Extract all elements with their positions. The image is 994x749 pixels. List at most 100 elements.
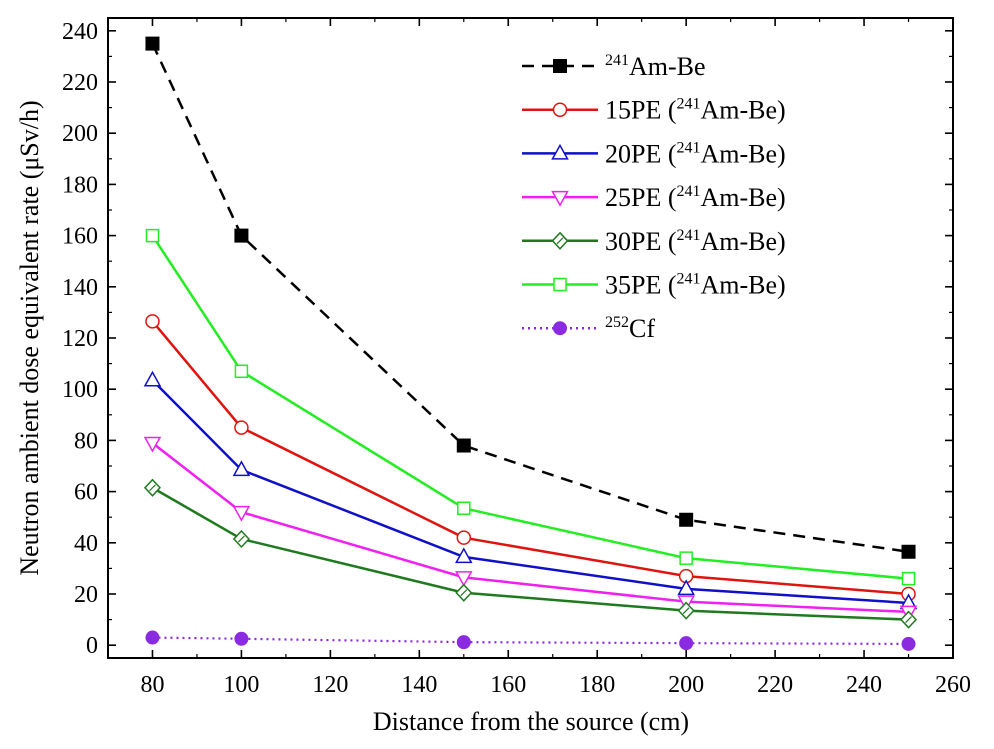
- legend-marker: [551, 190, 569, 207]
- legend-marker: [553, 321, 567, 336]
- data-point: [901, 571, 916, 586]
- legend: 241Am-Be 15PE (241Am-Be) 20PE (241Am-Be) 25…: [522, 52, 786, 343]
- legend-item: 30PE (241Am-Be): [522, 227, 786, 256]
- axis-ticks: 80 100 120 140 160 180 200 220 240 260 0 20 40 60 80 10…: [62, 18, 971, 698]
- series-line: [152, 636, 909, 646]
- data-point: [901, 544, 916, 559]
- diamond-slash: [682, 607, 690, 615]
- legend-item: 25PE (241Am-Be): [522, 183, 786, 212]
- y-tick-label: 140: [62, 275, 98, 301]
- x-tick-label: 160: [490, 672, 526, 698]
- data-series: [143, 36, 918, 651]
- legend-item: 241Am-Be: [522, 52, 706, 81]
- data-point: [455, 547, 473, 564]
- diamond-slash: [149, 484, 156, 492]
- legend-marker: [551, 143, 569, 160]
- data-point: [456, 438, 471, 453]
- x-tick-label: 80: [140, 672, 164, 698]
- legend-label: 35PE (241Am-Be): [605, 271, 786, 300]
- legend-marker: [552, 102, 568, 117]
- y-tick-label: 180: [62, 172, 98, 198]
- series-6: [145, 630, 916, 651]
- y-tick-label: 60: [74, 480, 98, 506]
- legend-label: 25PE (241Am-Be): [605, 183, 786, 212]
- x-axis-title: Distance from the source (cm): [373, 707, 689, 736]
- data-point: [679, 512, 694, 527]
- data-point: [234, 228, 249, 243]
- legend-label: 30PE (241Am-Be): [605, 227, 786, 256]
- data-point: [677, 601, 695, 620]
- legend-label: 15PE (241Am-Be): [605, 96, 786, 125]
- y-tick-label: 0: [86, 633, 98, 659]
- diamond-slash: [460, 589, 468, 597]
- x-tick-label: 260: [935, 672, 971, 698]
- plot-frame: [107, 17, 954, 659]
- data-point: [234, 364, 249, 379]
- data-point: [143, 370, 162, 387]
- series-line: [151, 486, 909, 621]
- y-tick-label: 100: [62, 377, 98, 403]
- data-point: [232, 460, 251, 477]
- data-point: [901, 636, 916, 651]
- series-line: [151, 379, 909, 605]
- data-point: [455, 583, 473, 602]
- x-tick-label: 180: [579, 672, 615, 698]
- data-point: [234, 420, 249, 435]
- data-point: [232, 529, 250, 549]
- x-tick-label: 200: [668, 672, 704, 698]
- data-point: [899, 610, 918, 629]
- x-tick-label: 120: [312, 672, 348, 698]
- series-line: [151, 43, 909, 553]
- data-point: [143, 436, 162, 453]
- data-point: [145, 36, 160, 51]
- legend-label: 20PE (241Am-Be): [605, 139, 786, 168]
- data-point: [232, 505, 251, 522]
- legend-marker: [553, 277, 567, 292]
- y-tick-label: 120: [62, 326, 98, 352]
- series-5: [145, 228, 916, 586]
- series-2: [143, 370, 918, 610]
- diamond-slash: [237, 535, 245, 543]
- data-point: [679, 636, 694, 651]
- y-axis-title: Neutron ambient dose equivalent rate (μS…: [15, 100, 44, 575]
- y-tick-label: 80: [74, 428, 98, 454]
- legend-item: 15PE (241Am-Be): [522, 96, 786, 125]
- series-line: [151, 320, 909, 596]
- y-tick-label: 220: [62, 70, 98, 96]
- legend-marker: [553, 59, 567, 73]
- series-3: [143, 436, 918, 622]
- data-point: [677, 579, 695, 596]
- x-tick-label: 140: [401, 672, 437, 698]
- diamond-slash: [556, 237, 564, 245]
- data-point: [145, 228, 160, 243]
- data-point: [143, 478, 162, 497]
- y-tick-label: 200: [62, 121, 98, 147]
- data-point: [456, 635, 471, 650]
- legend-item: 20PE (241Am-Be): [522, 139, 786, 168]
- series-4: [143, 478, 918, 629]
- series-0: [145, 36, 916, 559]
- data-point: [457, 501, 471, 515]
- data-point: [455, 571, 473, 587]
- diamond-slash: [905, 616, 912, 624]
- data-point: [145, 630, 160, 645]
- data-point: [145, 314, 160, 329]
- legend-label: 241Am-Be: [605, 52, 706, 81]
- legend-label: 252Cf: [605, 314, 655, 343]
- data-point: [456, 530, 472, 545]
- legend-item: 252Cf: [522, 314, 655, 343]
- legend-item: 35PE (241Am-Be): [522, 271, 786, 300]
- series-line: [151, 234, 909, 580]
- x-tick-label: 240: [846, 672, 882, 698]
- y-tick-label: 160: [62, 224, 98, 250]
- series-1: [145, 314, 916, 602]
- data-point: [679, 551, 693, 565]
- y-tick-label: 40: [74, 531, 98, 557]
- legend-marker: [551, 231, 569, 250]
- x-tick-label: 100: [223, 672, 259, 698]
- y-tick-label: 240: [62, 19, 98, 45]
- data-point: [234, 631, 249, 646]
- x-tick-label: 220: [757, 672, 793, 698]
- y-tick-label: 20: [74, 582, 98, 608]
